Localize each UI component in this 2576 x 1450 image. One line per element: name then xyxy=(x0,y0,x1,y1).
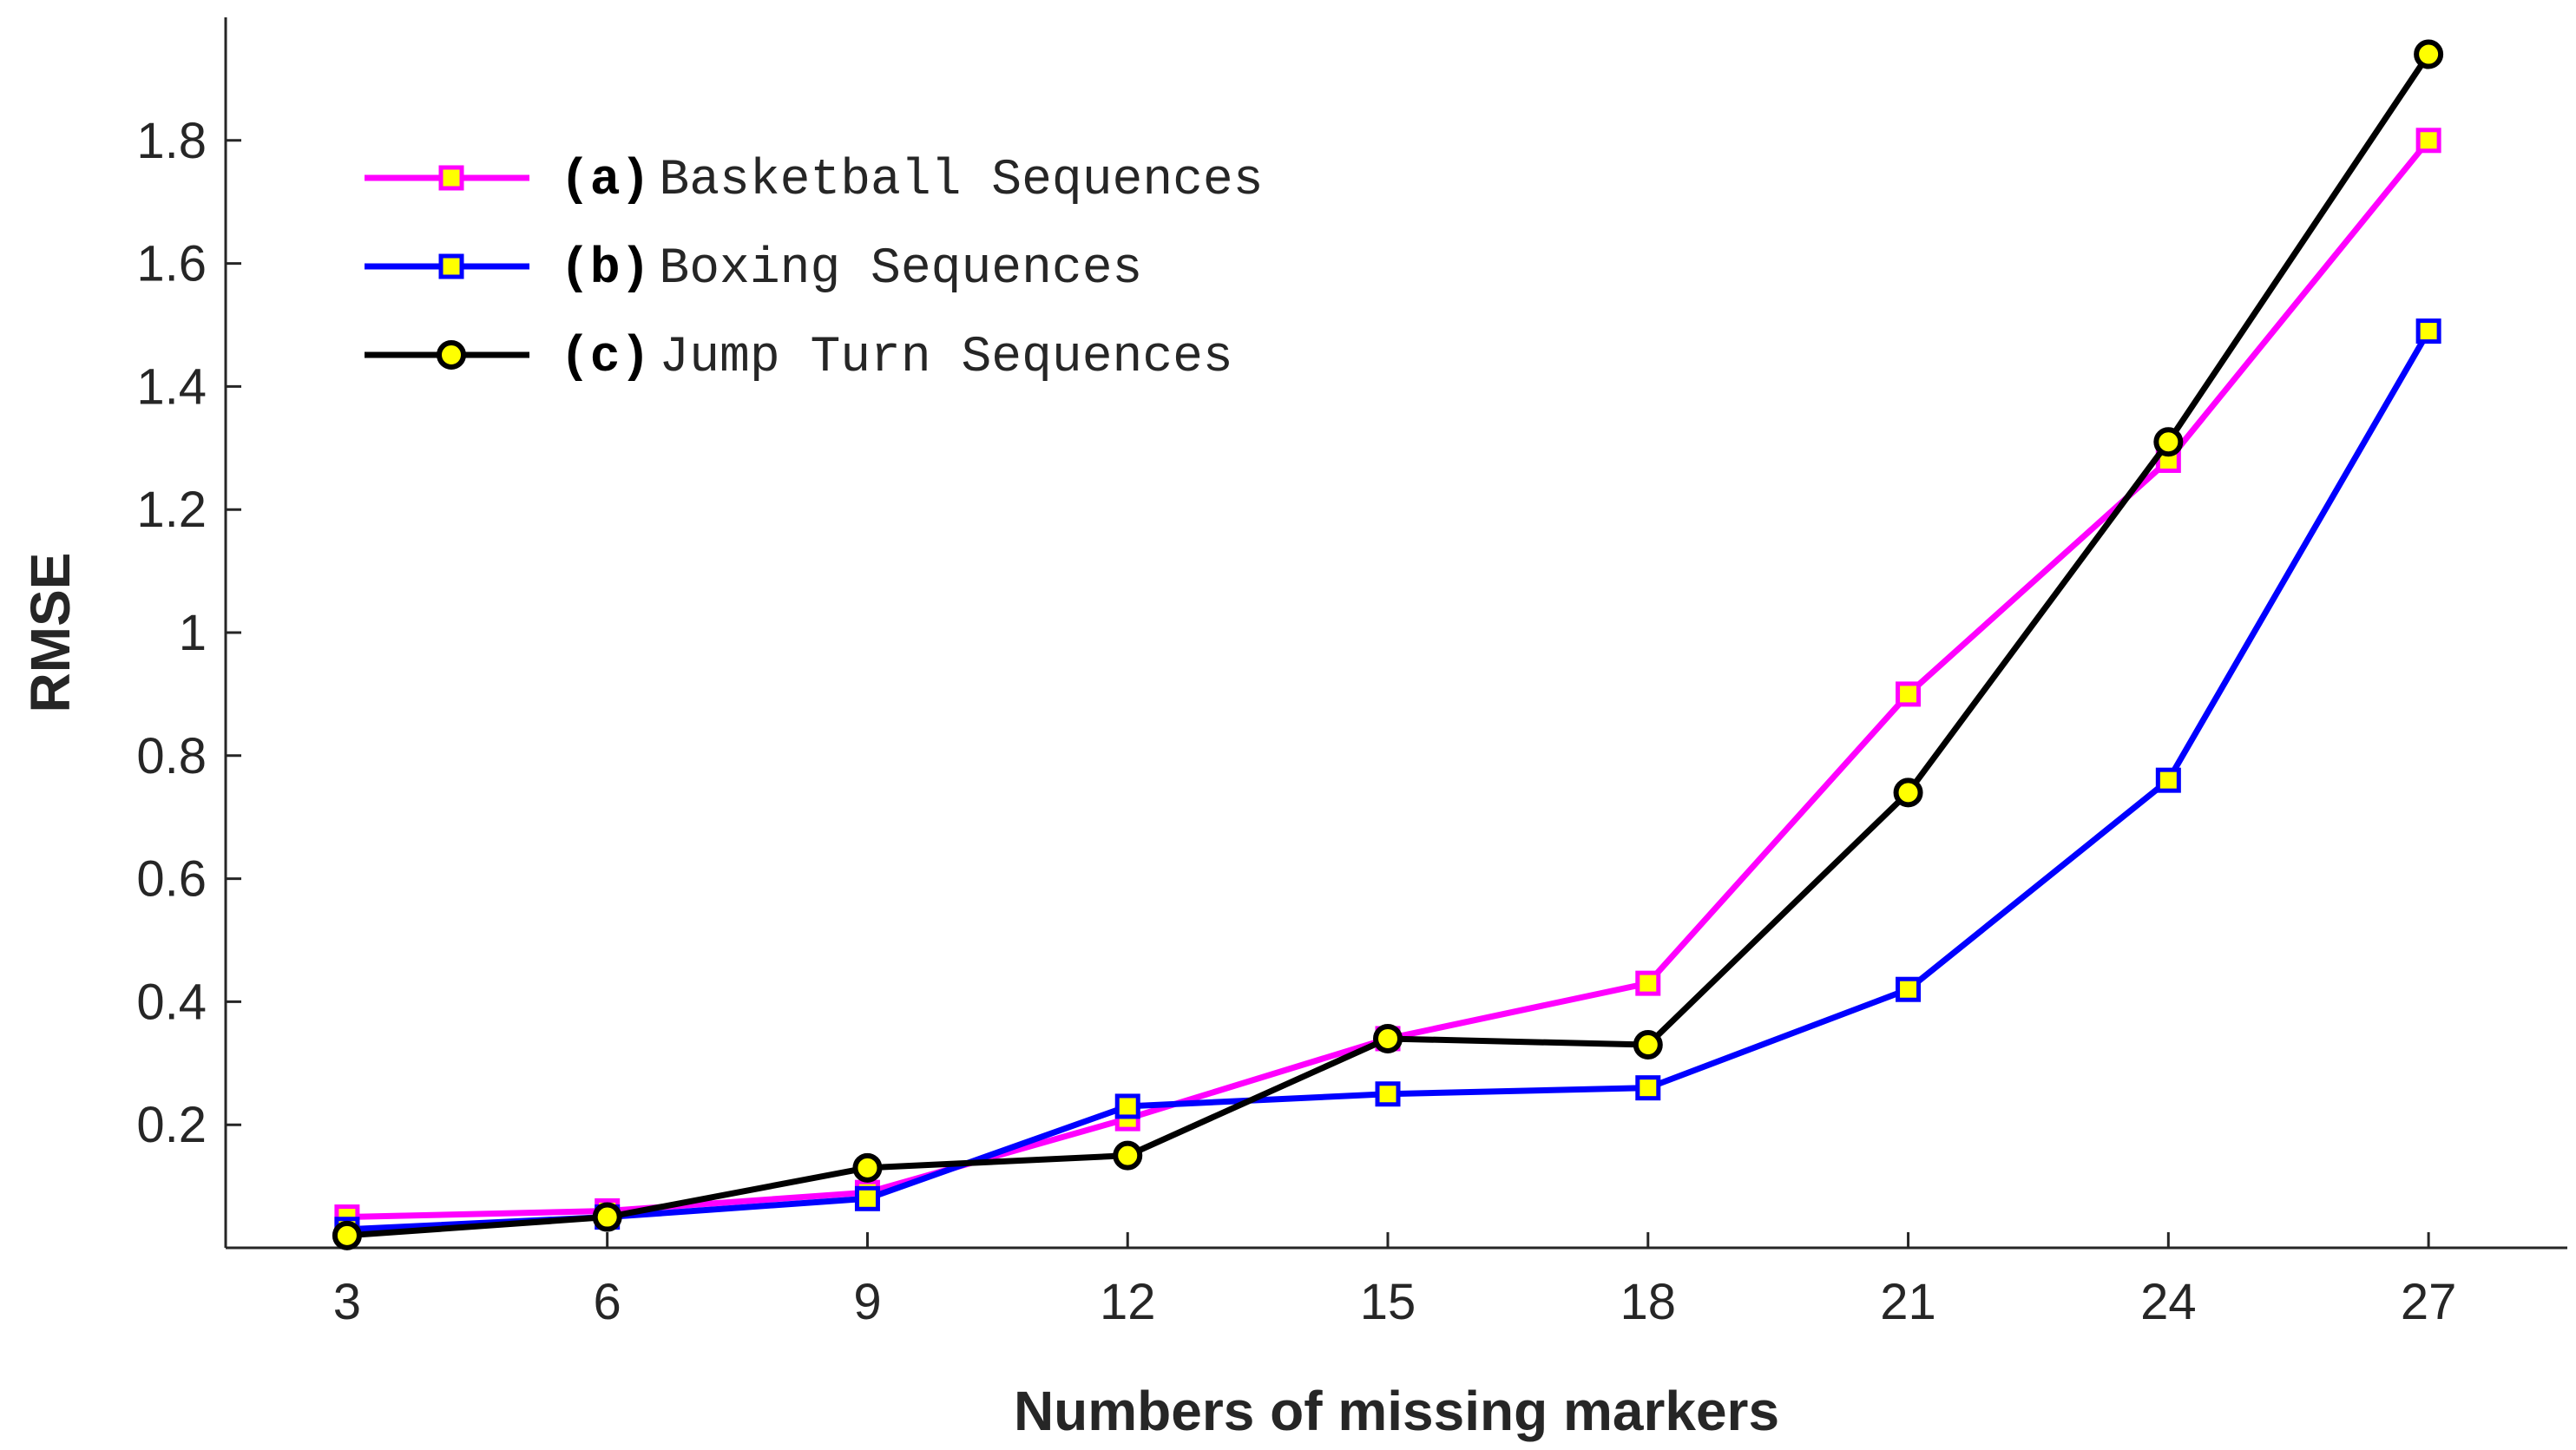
data-point xyxy=(332,1220,362,1250)
y-axis-title: RMSE xyxy=(19,553,82,713)
y-tick-label: 1.8 xyxy=(136,113,207,169)
data-point xyxy=(2415,128,2441,154)
y-ticks: 0.2 0.4 0.6 0.8 1 1.2 1.4 1.6 1.8 xyxy=(136,113,241,1153)
data-point xyxy=(1373,1023,1403,1053)
data-point xyxy=(1633,1030,1663,1060)
data-point xyxy=(2415,318,2441,344)
data-point xyxy=(2153,427,2184,457)
data-point xyxy=(852,1152,883,1183)
data-point xyxy=(1113,1140,1143,1171)
data-point xyxy=(2155,767,2181,793)
x-tick-label: 12 xyxy=(1100,1274,1156,1330)
legend: (a) Basketball Sequences(b) Boxing Sequenc… xyxy=(365,153,1264,386)
x-axis-title: Numbers of missing markers xyxy=(1014,1380,1779,1442)
x-tick-label: 21 xyxy=(1880,1274,1936,1330)
legend-item-boxing-sequences: (b) Boxing Sequences xyxy=(365,241,1142,298)
x-tick-label: 6 xyxy=(594,1274,621,1330)
legend-prefix: (c) xyxy=(560,330,650,386)
x-tick-label: 18 xyxy=(1620,1274,1677,1330)
x-ticks: 3 6 9 12 15 18 21 24 27 xyxy=(333,1232,2457,1330)
data-point xyxy=(1375,1081,1401,1107)
legend-item-jump-turn-sequences: (c) Jump Turn Sequences xyxy=(365,330,1233,386)
legend-series-name: Basketball Sequences xyxy=(659,153,1263,209)
legend-swatch-marker xyxy=(438,165,464,191)
legend-prefix: (a) xyxy=(560,153,650,209)
series-line xyxy=(346,138,2431,1221)
x-tick-label: 15 xyxy=(1360,1274,1416,1330)
data-point xyxy=(1635,970,1661,996)
series-line xyxy=(346,52,2432,1239)
y-tick-label: 0.6 xyxy=(136,851,207,908)
legend-label: (c) Jump Turn Sequences xyxy=(560,330,1233,386)
y-tick-label: 1.6 xyxy=(136,236,207,292)
series-jump-turn-sequences xyxy=(332,39,2444,1250)
x-tick-label: 9 xyxy=(853,1274,881,1330)
legend-item-basketball-sequences: (a) Basketball Sequences xyxy=(365,153,1264,209)
x-tick-label: 3 xyxy=(333,1274,361,1330)
legend-series-name: Boxing Sequences xyxy=(659,241,1142,298)
legend-label: (b) Boxing Sequences xyxy=(560,241,1142,298)
legend-label: (a) Basketball Sequences xyxy=(560,153,1264,209)
data-point xyxy=(1893,777,1923,808)
data-point xyxy=(1896,976,1922,1002)
data-point xyxy=(854,1185,880,1211)
legend-swatch-marker xyxy=(437,340,466,370)
data-point xyxy=(592,1202,622,1232)
series-basketball-sequences xyxy=(334,128,2441,1230)
x-tick-label: 24 xyxy=(2140,1274,2197,1330)
legend-prefix: (b) xyxy=(560,241,650,298)
y-tick-label: 0.2 xyxy=(136,1097,207,1153)
series-boxing-sequences xyxy=(334,318,2441,1243)
y-tick-label: 1.2 xyxy=(136,482,207,538)
y-tick-label: 1 xyxy=(179,605,207,661)
legend-series-name: Jump Turn Sequences xyxy=(659,330,1232,386)
data-point xyxy=(1114,1093,1140,1119)
x-tick-label: 27 xyxy=(2401,1274,2457,1330)
data-point xyxy=(2414,39,2444,69)
y-tick-label: 0.4 xyxy=(136,974,207,1030)
legend-swatch-marker xyxy=(438,253,464,279)
series-layer xyxy=(332,39,2444,1250)
data-point xyxy=(1635,1075,1661,1101)
data-point xyxy=(1896,681,1922,707)
y-tick-label: 0.8 xyxy=(136,728,207,784)
y-tick-label: 1.4 xyxy=(136,358,207,415)
